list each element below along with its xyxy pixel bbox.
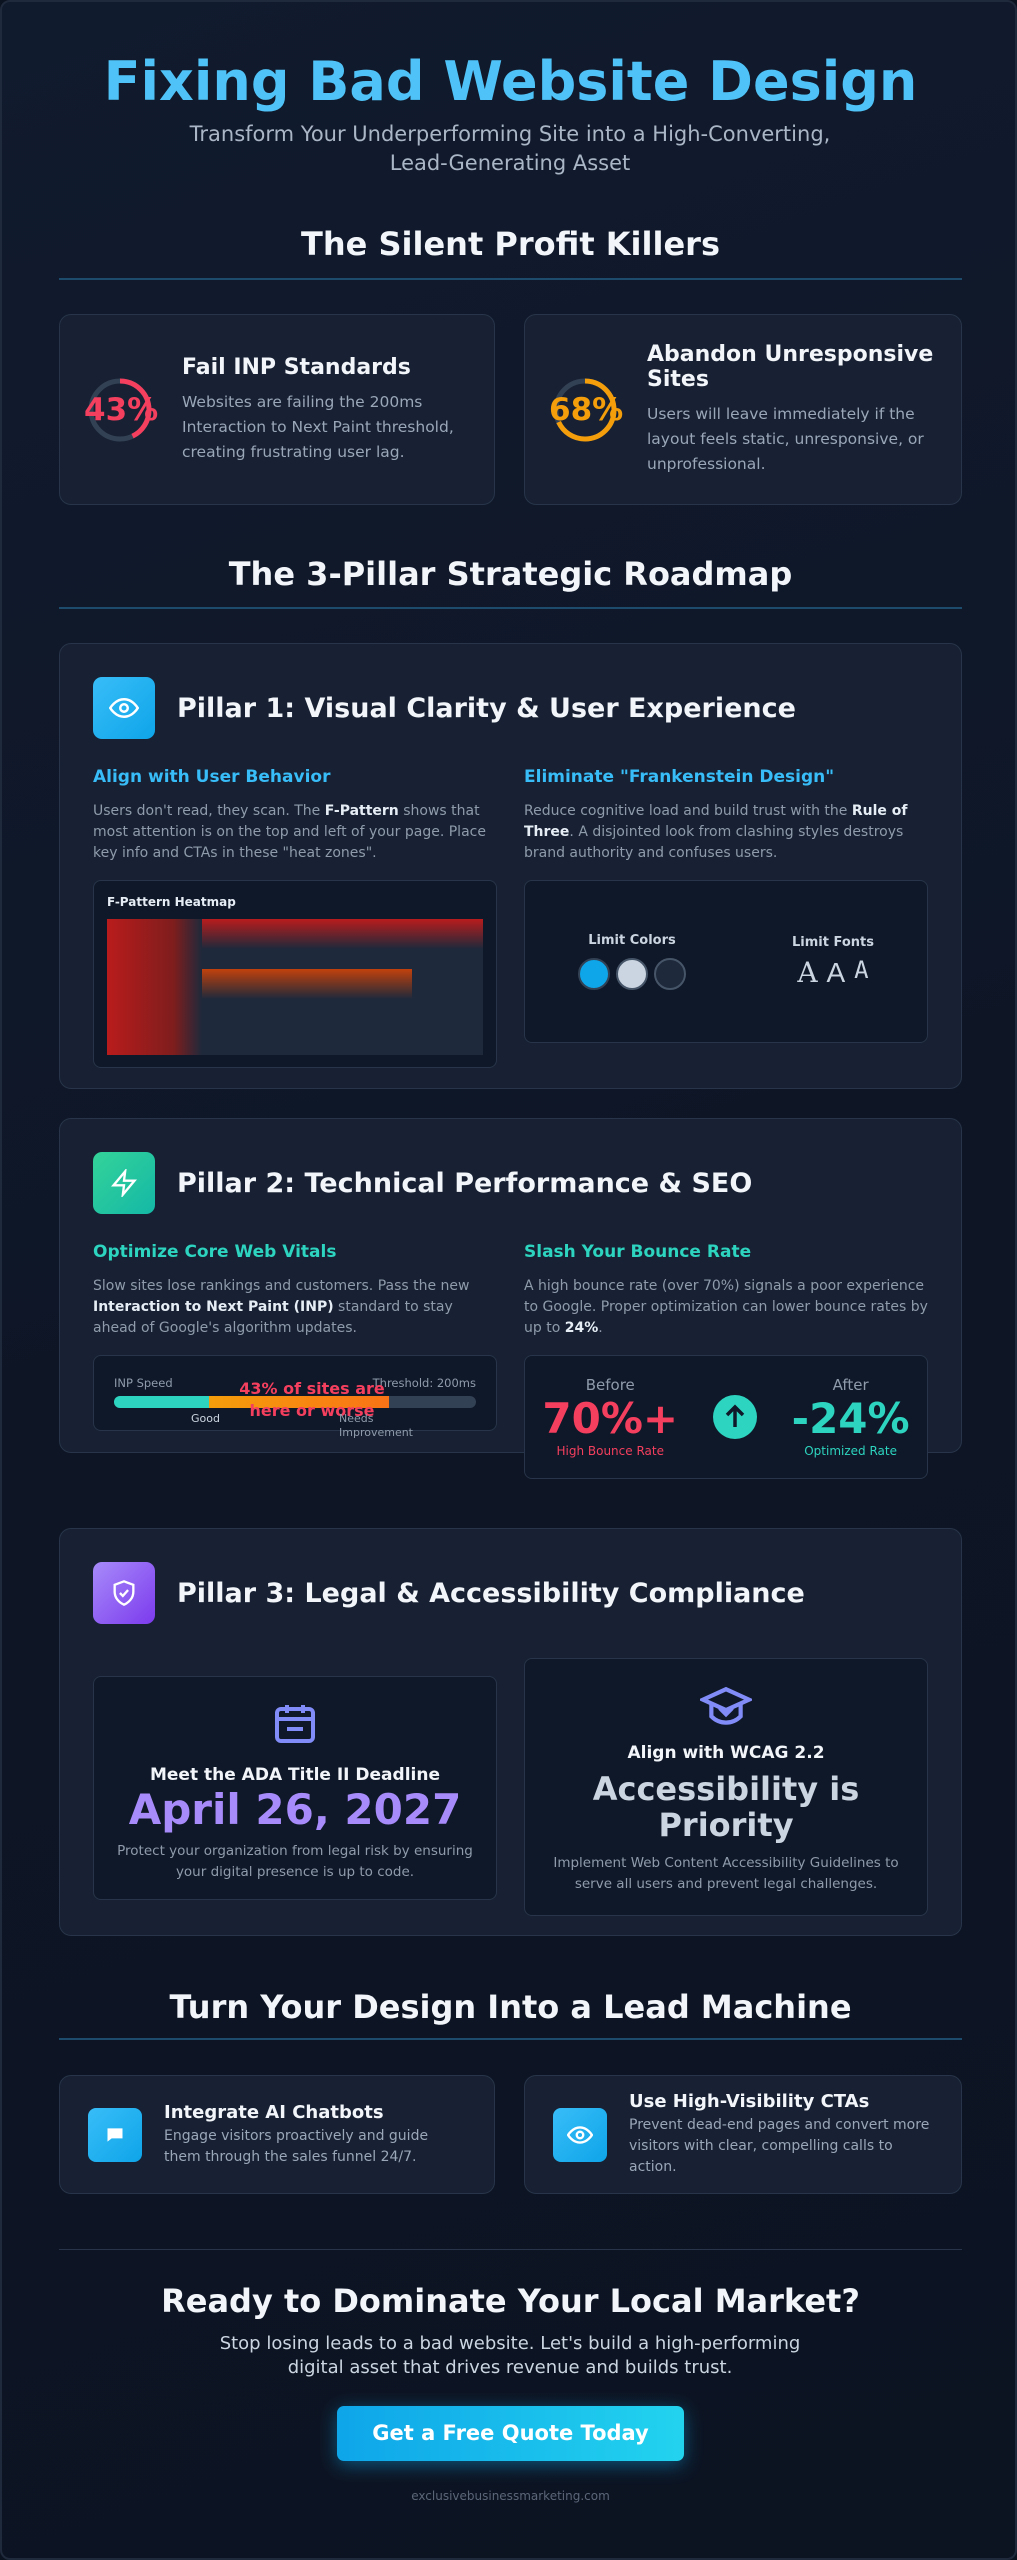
card-title: Abandon Unresponsive Sites (647, 342, 934, 392)
widget-label: INP Speed (114, 1376, 173, 1390)
text-bold: 24% (564, 1320, 599, 1336)
big-text: Accessibility is Priority (592, 1770, 860, 1844)
text-bold: Rule of Three (524, 803, 908, 840)
text: . (598, 1320, 603, 1336)
widget-label: Limit Colors (588, 933, 676, 948)
divider (59, 2249, 962, 2250)
text: Users don't read, they scan. The (93, 803, 325, 819)
pillar-card: Pillar 2: Technical Performance & SEO Op… (59, 1118, 962, 1479)
wcag-box: Align with WCAG 2.2 Accessibility is Pri… (524, 1658, 928, 1916)
pillar-title: Pillar 3: Legal & Accessibility Complian… (177, 1577, 805, 1609)
card-title: Integrate AI Chatbots (164, 2101, 384, 2123)
label: After (832, 1376, 869, 1394)
label: Before (585, 1376, 635, 1394)
card-body: Websites are failing the 200ms Interacti… (182, 392, 454, 461)
col-body: A high bounce rate (over 70%) signals a … (524, 1276, 928, 1339)
col-body: Users don't read, they scan. The F-Patte… (93, 801, 497, 864)
text: shows that most attention is on the top … (93, 803, 486, 861)
widget-label: Needs Improvement (339, 1412, 413, 1439)
card-title: Use High-Visibility CTAs (629, 2091, 870, 2112)
text: Slow sites lose rankings and customers. … (93, 1278, 470, 1294)
icon (93, 677, 155, 739)
value: 70%+ (542, 1394, 679, 1443)
deadline-box: Meet the ADA Title II Deadline April 26,… (93, 1676, 497, 1900)
card-title: Fail INP Standards (182, 354, 411, 380)
subtitle: Transform Your Underperforming Site into… (189, 122, 831, 175)
lead-card: Integrate AI Chatbots Engage visitors pro… (59, 2075, 495, 2194)
card-body: Users will leave immediately if the layo… (647, 405, 924, 473)
caption: Optimized Rate (804, 1444, 897, 1458)
pillar-title: Pillar 1: Visual Clarity & User Experien… (177, 692, 796, 724)
box-body: Protect your organization from legal ris… (117, 1843, 473, 1880)
card-body: Engage visitors proactively and guide th… (164, 2127, 429, 2165)
text: standard to stay ahead of Google's algor… (93, 1299, 453, 1336)
brand-box: Limit Colors Limit Fonts A A A (524, 880, 928, 1043)
widget-label: Limit Fonts (792, 934, 874, 950)
text: A high bounce rate (over 70%) signals a … (524, 1278, 928, 1336)
section-heading: The 3-Pillar Strategic Roadmap (228, 555, 793, 593)
stat-ring: 68% (549, 374, 624, 446)
col-heading: Eliminate "Frankenstein Design" (524, 767, 835, 787)
divider (59, 2038, 962, 2040)
col-body: Slow sites lose rankings and customers. … (93, 1276, 497, 1339)
icon (93, 1562, 155, 1624)
cta-body: Stop losing leads to a bad website. Let'… (219, 2333, 801, 2378)
pillar-title: Pillar 2: Technical Performance & SEO (177, 1167, 753, 1199)
card-body: Prevent dead-end pages and convert more … (629, 2117, 930, 2175)
text-bold: Interaction to Next Paint (INP) (93, 1299, 334, 1315)
section-heading: The Silent Profit Killers (301, 225, 720, 263)
footer: exclusivebusinessmarketing.com (411, 2489, 610, 2503)
text: . A disjointed look from clashing styles… (524, 824, 904, 861)
title: Fixing Bad Website Design (103, 50, 918, 113)
widget-label: F-Pattern Heatmap (107, 895, 236, 909)
col-body: Reduce cognitive load and build trust wi… (524, 801, 928, 864)
lead-card: Use High-Visibility CTAs Prevent dead-end… (524, 2075, 962, 2194)
stat-card: 43% Fail INP Standards Websites are faili… (59, 314, 495, 505)
divider (59, 278, 962, 280)
heatmap-box: F-Pattern Heatmap (93, 880, 497, 1068)
stat: 43% (84, 391, 159, 428)
font-sample: A (797, 955, 818, 989)
icon (93, 1152, 155, 1214)
font-sample: A (854, 955, 869, 984)
box-heading: Meet the ADA Title II Deadline (149, 1765, 440, 1785)
ring (553, 378, 617, 441)
widget-label: Good (191, 1412, 220, 1425)
col-heading: Optimize Core Web Vitals (93, 1242, 337, 1262)
font-sample: A (826, 956, 846, 988)
arrow-icon (712, 1395, 757, 1439)
pillar-card: Pillar 3: Legal & Accessibility Complian… (59, 1528, 962, 1936)
widget-label: Threshold: 200ms (372, 1376, 476, 1390)
date: April 26, 2027 (128, 1785, 462, 1834)
heatmap (107, 919, 483, 1055)
bounce-box: Before 70%+ High Bounce Rate After -24% Opti… (524, 1355, 928, 1479)
stat-ring: 43% (84, 374, 159, 446)
section-heading: Turn Your Design Into a Lead Machine (169, 1988, 852, 2026)
text-bold: F-Pattern (324, 803, 399, 819)
box-body: Implement Web Content Accessibility Guid… (553, 1855, 899, 1892)
divider (59, 607, 962, 609)
ring (88, 378, 152, 441)
col-heading: Align with User Behavior (93, 767, 331, 787)
stat: 68% (549, 391, 624, 428)
icon (88, 2107, 142, 2162)
box-heading: Align with WCAG 2.2 (627, 1743, 825, 1763)
text: Reduce cognitive load and build trust wi… (524, 803, 852, 819)
cta-button[interactable]: Get a Free Quote Today (337, 2406, 684, 2461)
col-heading: Slash Your Bounce Rate (524, 1242, 752, 1262)
cta-heading: Ready to Dominate Your Local Market? (161, 2282, 860, 2320)
marker-label: 43% of sites are here or worse (239, 1379, 385, 1420)
caption: High Bounce Rate (556, 1444, 664, 1458)
value: -24% (791, 1394, 910, 1443)
pillar-card: Pillar 1: Visual Clarity & User Experien… (59, 643, 962, 1089)
stat-card: 68% Abandon Unresponsive Sites Users will… (524, 314, 962, 505)
inp-box: INP Speed Threshold: 200ms 43% of sites … (93, 1355, 497, 1439)
icon (553, 2107, 607, 2162)
